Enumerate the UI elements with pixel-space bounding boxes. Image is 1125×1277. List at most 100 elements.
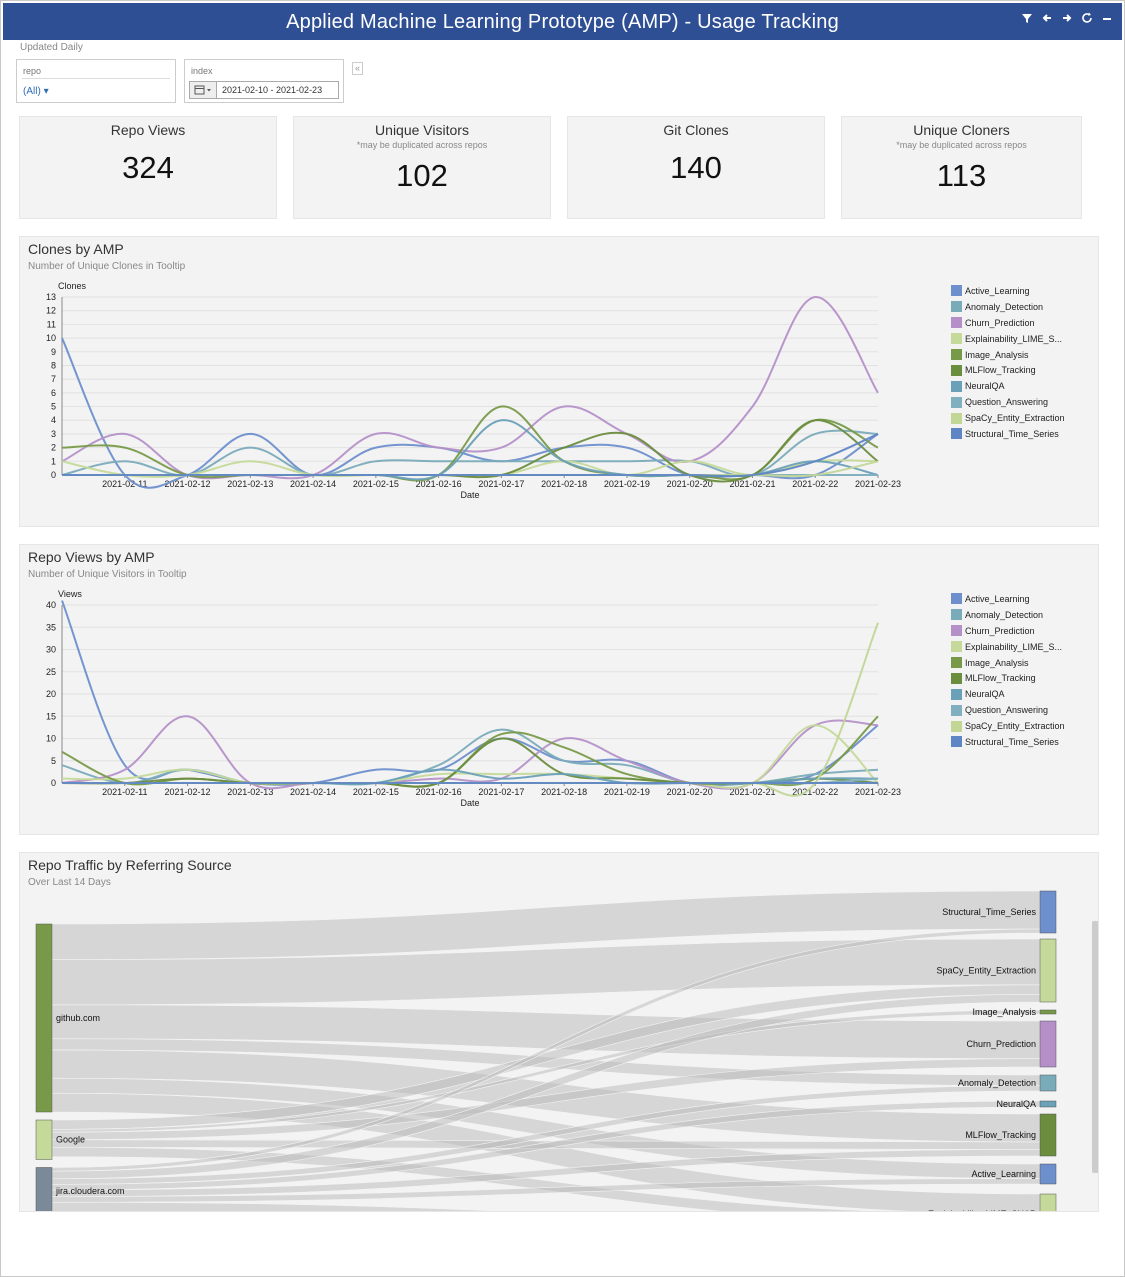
calendar-icon[interactable]: [190, 82, 217, 98]
kpi-git-clones: Git Clones 140: [567, 116, 825, 219]
sankey-target-node[interactable]: [1039, 1113, 1057, 1157]
legend-swatch: [951, 625, 962, 637]
legend-item[interactable]: Structural_Time_Series: [951, 734, 1065, 750]
x-tick-label: 2021-02-19: [604, 479, 650, 489]
sankey-source-node[interactable]: [35, 1167, 53, 1212]
legend-label: Anomaly_Detection: [965, 609, 1044, 620]
legend-item[interactable]: Image_Analysis: [951, 347, 1065, 363]
x-tick-label: 2021-02-20: [667, 787, 713, 797]
y-tick-label: 13: [46, 292, 56, 302]
minimize-icon[interactable]: [1100, 11, 1114, 25]
series-line-active-learning[interactable]: [61, 337, 879, 489]
legend-item[interactable]: Explainability_LIME_S...: [951, 331, 1065, 347]
sankey-source-node[interactable]: [35, 1119, 53, 1160]
legend-item[interactable]: Question_Answering: [951, 394, 1065, 410]
traffic-sankey-chart[interactable]: github.com Google jira.cloudera.com Structu…: [20, 853, 1099, 1212]
y-tick-label: 7: [51, 374, 56, 384]
legend-item[interactable]: Structural_Time_Series: [951, 426, 1065, 442]
x-tick-label: 2021-02-19: [604, 787, 650, 797]
sankey-target-node[interactable]: [1039, 1100, 1057, 1108]
legend-item[interactable]: Active_Learning: [951, 283, 1065, 299]
legend-swatch: [951, 641, 962, 653]
legend-item[interactable]: SpaCy_Entity_Extraction: [951, 410, 1065, 426]
refresh-icon[interactable]: [1080, 11, 1094, 25]
kpi-value: 324: [122, 150, 174, 185]
kpi-value: 102: [396, 158, 448, 193]
sankey-target-node[interactable]: [1039, 1020, 1057, 1068]
sankey-source-label: jira.cloudera.com: [55, 1186, 125, 1196]
legend-swatch: [951, 672, 962, 684]
chart-subtitle: Number of Unique Clones in Tooltip: [28, 261, 186, 272]
legend-item[interactable]: Churn_Prediction: [951, 623, 1065, 639]
x-tick-label: 2021-02-18: [541, 479, 587, 489]
legend-label: MLFlow_Tracking: [965, 365, 1036, 376]
date-range-input[interactable]: 2021-02-10 - 2021-02-23: [189, 81, 339, 99]
kpi-repo-views: Repo Views 324: [19, 116, 277, 219]
x-tick-label: 2021-02-15: [353, 787, 399, 797]
legend-item[interactable]: SpaCy_Entity_Extraction: [951, 718, 1065, 734]
legend-item[interactable]: Active_Learning: [951, 591, 1065, 607]
legend-item[interactable]: NeuralQA: [951, 378, 1065, 394]
repo-filter-value[interactable]: (All) ▾: [23, 86, 49, 97]
x-tick-label: 2021-02-11: [102, 479, 147, 489]
legend-label: Anomaly_Detection: [965, 301, 1044, 312]
x-tick-label: 2021-02-15: [353, 479, 399, 489]
legend-item[interactable]: Question_Answering: [951, 702, 1065, 718]
sankey-source-label: github.com: [56, 1013, 100, 1023]
legend-label: Active_Learning: [965, 285, 1030, 296]
series-line-mlflow-tracking[interactable]: [61, 737, 879, 788]
legend-swatch: [951, 609, 962, 621]
kpi-value: 140: [670, 150, 722, 185]
repo-filter-label: repo: [23, 66, 42, 76]
repo-filter[interactable]: repo (All) ▾: [16, 59, 176, 103]
sankey-target-node[interactable]: [1039, 938, 1057, 1003]
legend-item[interactable]: NeuralQA: [951, 686, 1065, 702]
kpi-title: Repo Views: [110, 122, 186, 138]
sankey-target-node[interactable]: [1039, 1009, 1057, 1015]
legend-item[interactable]: Image_Analysis: [951, 655, 1065, 671]
legend-swatch: [951, 301, 962, 313]
legend-label: Active_Learning: [965, 593, 1030, 604]
legend-swatch: [951, 412, 962, 424]
y-tick-label: 30: [46, 645, 56, 655]
legend-item[interactable]: Explainability_LIME_S...: [951, 639, 1065, 655]
legend-item[interactable]: Anomaly_Detection: [951, 299, 1065, 315]
y-tick-label: 10: [46, 333, 56, 343]
sankey-target-node[interactable]: [1039, 1074, 1057, 1092]
legend-swatch: [951, 285, 962, 297]
legend-swatch: [951, 720, 962, 732]
index-filter[interactable]: index 2021-02-10 - 2021-02-23: [184, 59, 344, 103]
legend-item[interactable]: MLFlow_Tracking: [951, 670, 1065, 686]
collapse-filters-icon[interactable]: «: [352, 62, 363, 75]
legend-item[interactable]: MLFlow_Tracking: [951, 362, 1065, 378]
legend-item[interactable]: Churn_Prediction: [951, 315, 1065, 331]
sankey-target-label: Structural_Time_Series: [942, 907, 1036, 917]
sankey-target-label: Active_Learning: [971, 1169, 1036, 1179]
legend-swatch: [951, 736, 962, 748]
sankey-target-node[interactable]: [1039, 1163, 1057, 1185]
forward-arrow-icon[interactable]: [1060, 11, 1074, 25]
x-tick-label: 2021-02-12: [165, 479, 211, 489]
y-tick-label: 9: [51, 347, 56, 357]
sankey-target-node[interactable]: [1039, 890, 1057, 934]
legend-swatch: [951, 349, 962, 360]
series-line-neuralqa[interactable]: [61, 419, 879, 481]
sankey-target-node[interactable]: [1039, 1193, 1057, 1212]
filter-icon[interactable]: [1020, 11, 1034, 25]
y-tick-label: 40: [46, 600, 56, 610]
back-arrow-icon[interactable]: [1040, 11, 1054, 25]
y-axis-label: Clones: [58, 281, 87, 291]
x-tick-label: 2021-02-20: [667, 479, 713, 489]
sankey-scrollbar[interactable]: [1092, 921, 1098, 1173]
legend-label: Question_Answering: [965, 397, 1049, 408]
chart-legend: Active_Learning Anomaly_Detection Churn_Pr…: [951, 591, 1065, 750]
sankey-source-node[interactable]: [35, 923, 53, 1113]
y-tick-label: 0: [51, 470, 56, 480]
series-line-structural-time-series[interactable]: [61, 432, 879, 478]
kpi-subtitle: *may be duplicated across repos: [896, 140, 1027, 150]
sankey-link[interactable]: [51, 1201, 1040, 1212]
legend-item[interactable]: Anomaly_Detection: [951, 607, 1065, 623]
y-tick-label: 11: [47, 319, 56, 329]
